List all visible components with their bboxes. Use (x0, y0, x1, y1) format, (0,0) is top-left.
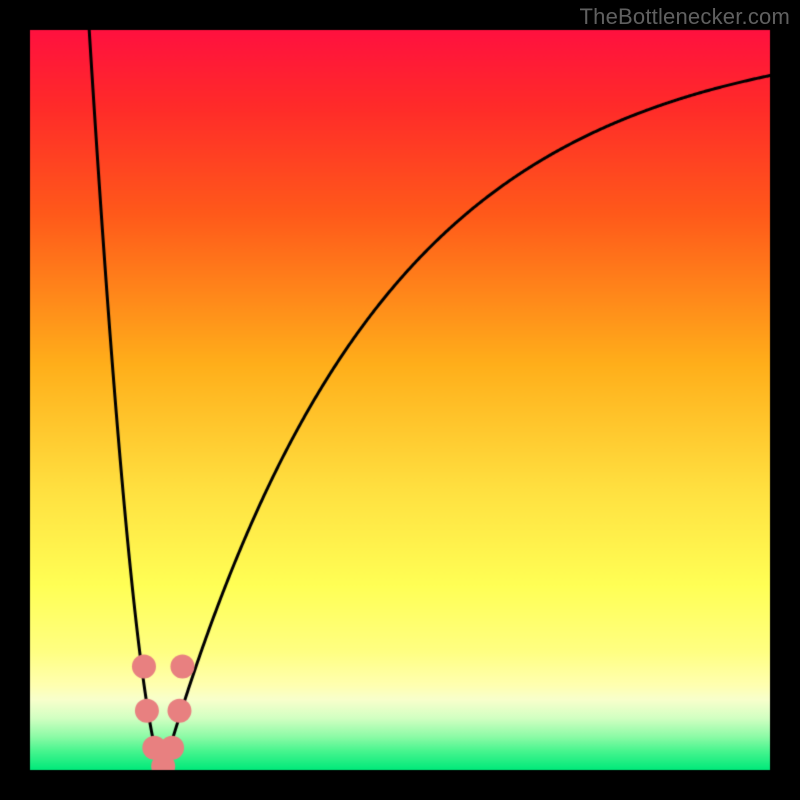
bottleneck-curve-chart (0, 0, 800, 800)
watermark-text: TheBottlenecker.com (580, 4, 790, 30)
